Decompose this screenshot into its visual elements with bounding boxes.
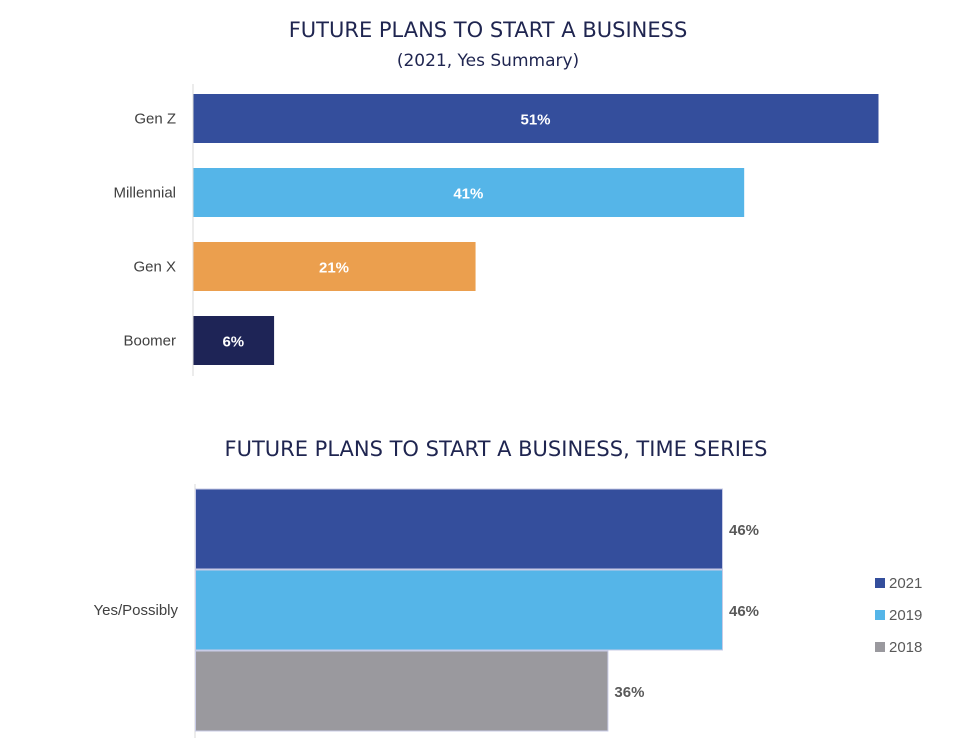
data-label-2018: 36%	[614, 684, 644, 701]
category-label-millennial: Millennial	[113, 185, 176, 202]
bar-gen-x	[193, 242, 476, 291]
legend-swatch-2018	[875, 642, 885, 652]
legend-label-2021: 2021	[889, 575, 922, 592]
category-label-gen-z: Gen Z	[134, 111, 176, 128]
chart1-subtitle: (2021, Yes Summary)	[397, 51, 579, 71]
data-label-boomer: 6%	[222, 334, 244, 351]
legend-swatch-2021	[875, 578, 885, 588]
category-label-gen-x: Gen X	[133, 259, 176, 276]
bar-2021	[195, 488, 723, 570]
legend-label-2018: 2018	[889, 639, 922, 656]
bar-2019	[195, 569, 723, 651]
data-label-2019: 46%	[729, 603, 759, 620]
data-label-gen-x: 21%	[319, 260, 349, 277]
bar-gen-z	[193, 94, 879, 143]
bar-boomer	[193, 316, 275, 365]
bar-2018	[195, 650, 609, 732]
data-label-gen-z: 51%	[520, 112, 550, 129]
bar-millennial	[193, 168, 745, 217]
legend-label-2019: 2019	[889, 607, 922, 624]
data-label-2021: 46%	[729, 522, 759, 539]
chart2-title: FUTURE PLANS TO START A BUSINESS, TIME S…	[225, 437, 768, 461]
legend-swatch-2019	[875, 610, 885, 620]
data-label-millennial: 41%	[453, 186, 483, 203]
chart1-title: FUTURE PLANS TO START A BUSINESS	[289, 18, 688, 42]
chart2-category-label: Yes/Possibly	[94, 602, 179, 619]
category-label-boomer: Boomer	[123, 333, 176, 350]
